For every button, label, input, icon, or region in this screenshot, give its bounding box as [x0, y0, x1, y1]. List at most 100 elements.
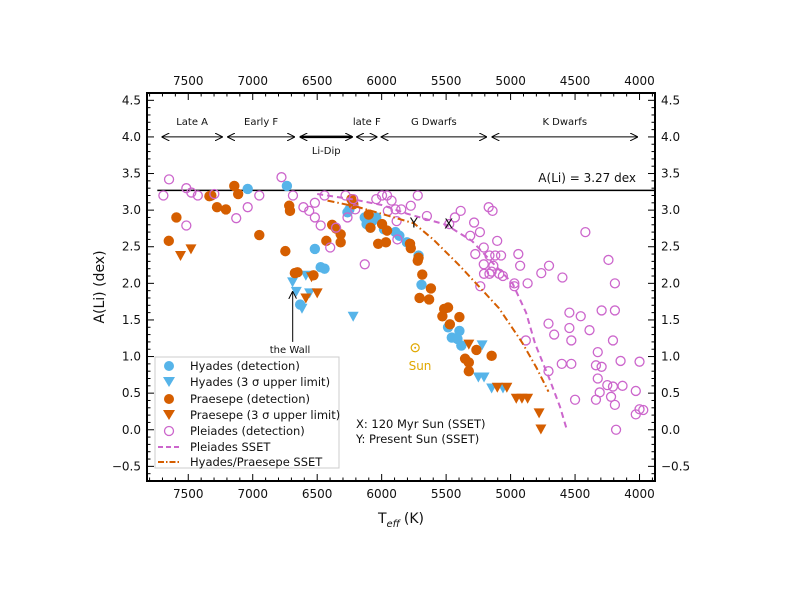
data-point	[556, 358, 567, 370]
sun-icon-dot	[414, 346, 417, 349]
y-tick-label-right: 3.5	[661, 167, 680, 181]
data-point	[163, 174, 175, 185]
x-tick-label-top: 6000	[366, 74, 397, 88]
data-point	[543, 318, 554, 329]
y-tick-label-right: 2.5	[661, 240, 680, 254]
data-point	[455, 205, 466, 217]
upper-limit-point	[287, 277, 299, 288]
data-point	[452, 333, 463, 345]
legend-label: Pleiades (detection)	[190, 424, 305, 438]
data-point	[592, 373, 603, 384]
data-point	[325, 242, 336, 253]
upper-limit-point	[478, 372, 490, 383]
data-point	[603, 254, 614, 266]
data-point	[220, 204, 232, 215]
x-tick-label-top: 7000	[237, 74, 268, 88]
upper-limit-point	[522, 393, 534, 404]
series-praesepe-3-upper-limit-	[175, 244, 547, 435]
upper-limit-point	[347, 311, 359, 322]
region-label: Li-Dip	[312, 146, 341, 157]
upper-limit-point	[304, 288, 316, 299]
data-point	[186, 187, 197, 198]
data-point	[509, 278, 520, 289]
x-tick-label: 6000	[366, 487, 397, 501]
legend-label: Hyades (detection)	[190, 359, 300, 373]
legend-marker-praesepe-detection	[164, 394, 174, 404]
sset-curve	[317, 193, 569, 432]
legend-marker-praesepe-limit	[163, 410, 175, 420]
y-tick-label-right: 1.0	[661, 350, 680, 364]
data-point	[609, 305, 621, 316]
y-tick-label-right: 1.5	[661, 313, 680, 327]
x-tick-label-top: 4500	[560, 74, 591, 88]
data-point	[471, 344, 482, 356]
data-point	[607, 381, 619, 392]
data-point	[580, 226, 591, 238]
data-point	[478, 259, 489, 270]
legend-box	[154, 356, 340, 469]
data-point	[634, 356, 645, 367]
data-point	[350, 204, 361, 215]
series-hyades-praesepe-sset	[327, 199, 550, 393]
data-point	[372, 238, 384, 250]
y-tick-label: 4.5	[122, 93, 141, 107]
data-point	[284, 205, 296, 217]
y-tick-label-right: 4.0	[661, 130, 680, 144]
wall-label: the Wall	[270, 345, 311, 356]
x-tick-label: 7000	[237, 487, 268, 501]
data-point	[405, 200, 416, 211]
sset-curve	[327, 199, 550, 393]
region-label: Late A	[176, 117, 208, 128]
data-point	[615, 355, 626, 367]
data-point	[425, 283, 437, 294]
data-point	[575, 311, 586, 322]
data-point	[342, 212, 353, 223]
data-point	[463, 357, 475, 368]
y-tick-label-right: −0.5	[661, 459, 690, 473]
data-point	[463, 365, 475, 377]
y-tick-label-right: 4.5	[661, 93, 680, 107]
data-point	[454, 311, 465, 323]
data-point	[564, 322, 575, 334]
upper-limit-point	[463, 339, 475, 350]
legend-label: Pleiades SSET	[190, 440, 271, 454]
data-point	[412, 190, 423, 201]
data-point	[495, 250, 507, 261]
legend-marker-hyades-detection	[164, 361, 174, 371]
x-tick-label: 4000	[624, 487, 655, 501]
data-point	[549, 329, 560, 340]
legend-marker-hyades-limit	[163, 377, 175, 387]
y-tick-label: 3.5	[122, 167, 141, 181]
data-point	[163, 235, 174, 247]
data-point	[330, 222, 342, 233]
data-point	[181, 220, 192, 231]
data-point	[474, 226, 486, 238]
upper-limit-point	[306, 272, 318, 283]
data-point	[405, 243, 416, 254]
data-point	[543, 260, 555, 271]
note-y: Y: Present Sun (SSET)	[355, 432, 479, 446]
data-point	[391, 215, 402, 227]
reference-line-label: A(Li) = 3.27 dex	[538, 171, 636, 185]
data-point	[365, 222, 376, 233]
data-point	[386, 195, 397, 206]
data-point	[470, 248, 481, 260]
x-tick-label: 5500	[431, 487, 462, 501]
y-tick-label-right: 0.5	[661, 386, 680, 400]
x-tick-label-top: 5000	[495, 74, 526, 88]
data-point	[392, 234, 403, 245]
y-tick-label: 2.0	[122, 276, 141, 290]
data-point	[211, 202, 223, 213]
data-point	[478, 242, 489, 253]
x-tick-label: 6500	[302, 487, 333, 501]
data-point	[242, 183, 253, 195]
data-point	[596, 305, 607, 316]
y-tick-label-right: 3.0	[661, 203, 680, 217]
upper-limit-point	[175, 251, 187, 262]
y-tick-label: −0.5	[112, 459, 141, 473]
y-tick-label-right: 0.0	[661, 423, 680, 437]
data-point	[292, 267, 303, 278]
data-point	[309, 197, 321, 208]
x-tick-label-top: 4000	[624, 74, 655, 88]
